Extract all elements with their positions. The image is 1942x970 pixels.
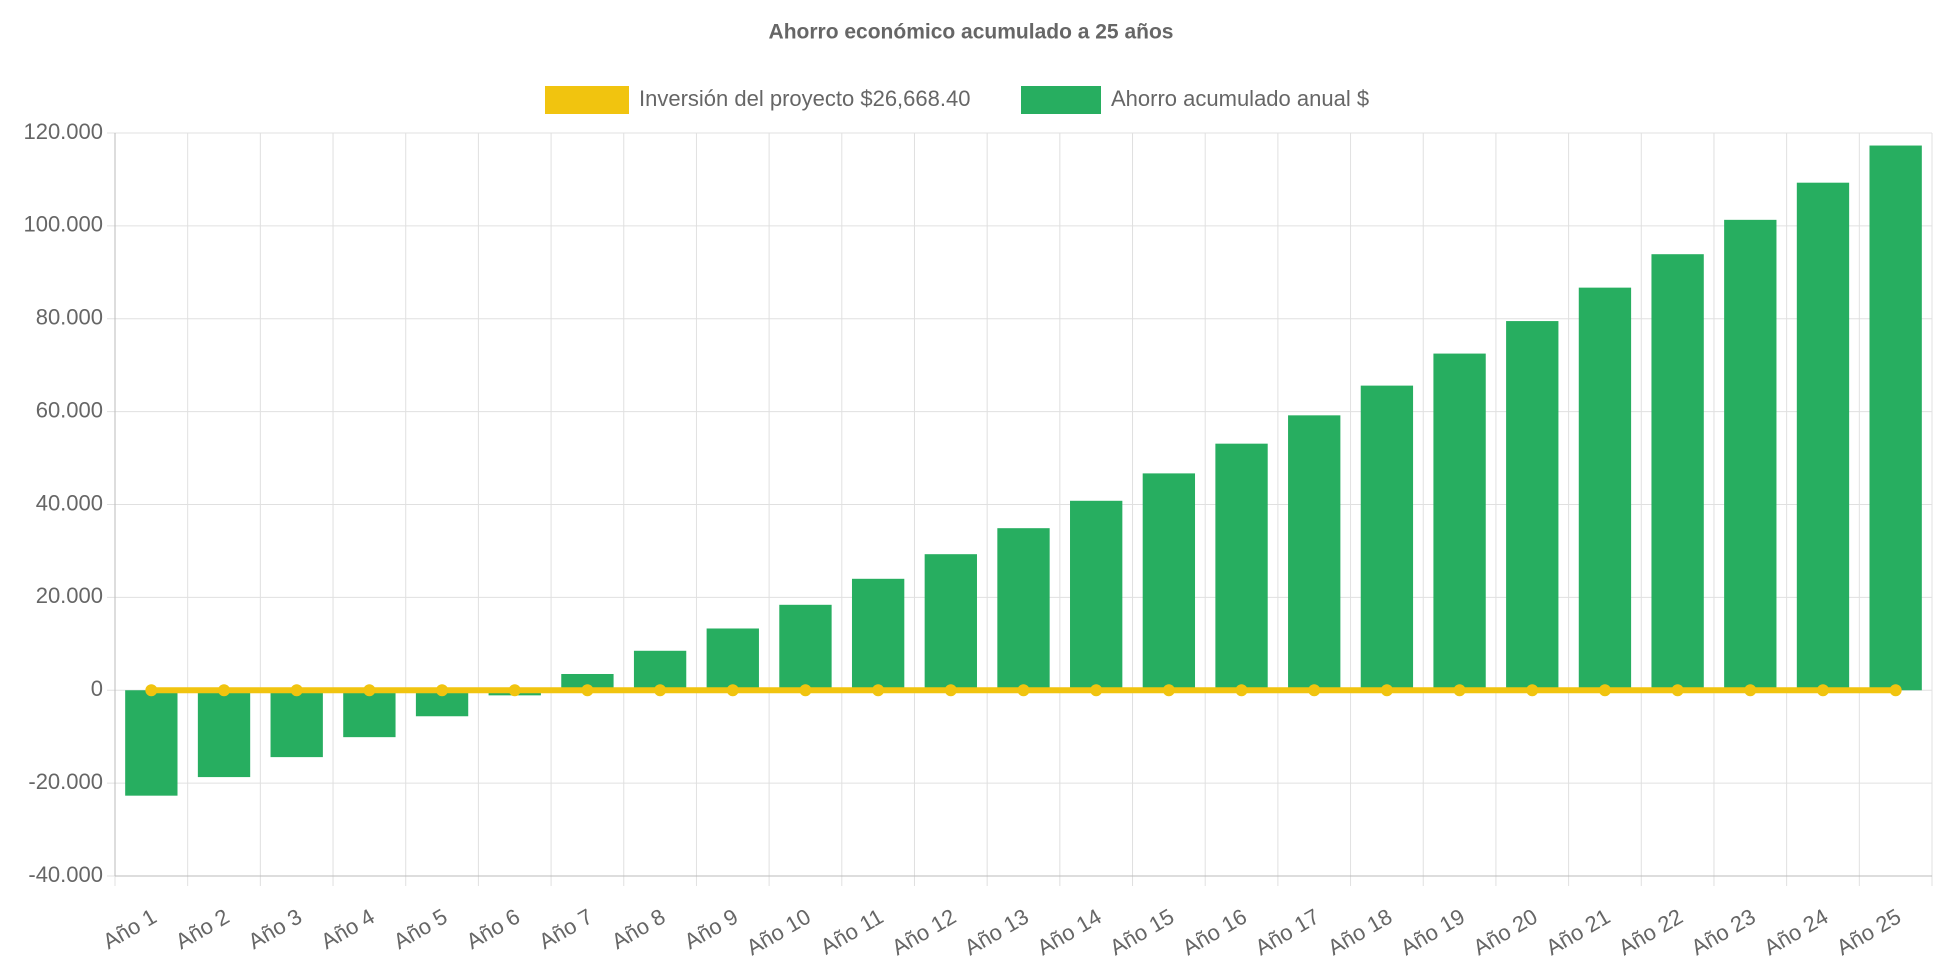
bar [1796, 182, 1850, 691]
line-point [1816, 684, 1829, 697]
x-tick-label: Año 25 [1832, 904, 1905, 961]
legend-label: Ahorro acumulado anual $ [1111, 86, 1369, 111]
line-point [799, 684, 812, 697]
x-tick-label: Año 9 [680, 904, 742, 954]
x-tick-label: Año 7 [535, 904, 597, 954]
x-tick-label: Año 23 [1687, 904, 1760, 961]
y-tick-label: 20.000 [36, 583, 103, 608]
x-tick-label: Año 1 [98, 904, 160, 954]
y-tick-label: -40.000 [28, 862, 103, 887]
bar [1869, 145, 1922, 691]
bar [125, 690, 178, 796]
line-point [290, 684, 303, 697]
bar [1360, 385, 1414, 691]
x-tick-label: Año 13 [960, 904, 1033, 961]
line-point [1235, 684, 1248, 697]
bar [706, 628, 759, 691]
y-tick-label: 60.000 [36, 397, 103, 422]
bar [1288, 415, 1341, 691]
y-tick-label: 100.000 [23, 212, 103, 237]
line-point [581, 684, 594, 697]
x-tick-label: Año 21 [1541, 904, 1614, 961]
x-tick-label: Año 15 [1105, 904, 1178, 961]
bar [997, 528, 1050, 691]
line-point [944, 684, 957, 697]
x-tick-label: Año 14 [1033, 904, 1106, 961]
y-tick-label: 120.000 [23, 119, 103, 144]
bar [1506, 321, 1559, 691]
line-point [1308, 684, 1321, 697]
bar [1070, 500, 1123, 691]
line-point [1090, 684, 1103, 697]
line-point [1526, 684, 1539, 697]
x-tick-label: Año 8 [607, 904, 669, 954]
x-tick-label: Año 24 [1759, 904, 1832, 961]
x-tick-label: Año 6 [462, 904, 524, 954]
bar [779, 604, 832, 691]
legend-label: Inversión del proyecto $26,668.40 [639, 86, 970, 111]
x-tick-label: Año 19 [1396, 904, 1469, 961]
line-point [1380, 684, 1393, 697]
bar [851, 578, 905, 691]
x-tick-label: Año 12 [887, 904, 960, 961]
line-point [218, 684, 231, 697]
bar [561, 673, 614, 691]
bar [924, 554, 977, 691]
chart-title: Ahorro económico acumulado a 25 años [769, 21, 1174, 44]
y-tick-label: 80.000 [36, 305, 103, 330]
line-point [436, 684, 449, 697]
line-point [1017, 684, 1030, 697]
x-tick-label: Año 10 [742, 904, 815, 961]
x-tick-label: Año 5 [389, 904, 451, 954]
line-point [145, 684, 158, 697]
x-tick-label: Año 17 [1251, 904, 1324, 961]
line-point [1671, 684, 1684, 697]
line-point [1744, 684, 1757, 697]
line-point [1162, 684, 1175, 697]
line-point [654, 684, 667, 697]
line-point [363, 684, 376, 697]
line-point [872, 684, 885, 697]
legend-swatch [545, 86, 629, 114]
y-tick-label: 0 [91, 676, 103, 701]
line-point [726, 684, 739, 697]
line-point [1453, 684, 1466, 697]
x-tick-label: Año 18 [1323, 904, 1396, 961]
bar [197, 690, 251, 778]
bar [633, 650, 687, 691]
y-tick-label: -20.000 [28, 769, 103, 794]
bar [343, 690, 396, 738]
x-tick-label: Año 20 [1469, 904, 1542, 961]
bar [1651, 254, 1704, 691]
bar [1724, 219, 1777, 691]
line-point [1598, 684, 1611, 697]
x-tick-label: Año 2 [171, 904, 233, 954]
legend-swatch [1021, 86, 1101, 114]
bar [1142, 473, 1196, 691]
bar [1433, 353, 1486, 691]
line-point [508, 684, 521, 697]
bar [1215, 443, 1268, 691]
bar [270, 690, 323, 758]
x-tick-label: Año 22 [1614, 904, 1687, 961]
x-tick-label: Año 4 [316, 904, 378, 954]
bar [1578, 287, 1632, 691]
x-tick-label: Año 11 [816, 904, 887, 960]
x-tick-label: Año 16 [1178, 904, 1251, 961]
x-tick-label: Año 3 [244, 904, 306, 954]
y-tick-label: 40.000 [36, 490, 103, 515]
line-point [1889, 684, 1902, 697]
